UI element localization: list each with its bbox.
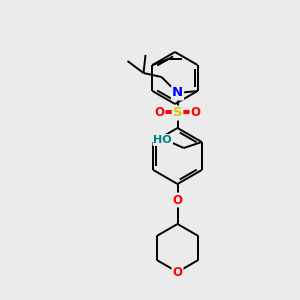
Text: N: N <box>172 86 183 100</box>
Text: S: S <box>173 106 182 119</box>
Text: O: O <box>154 106 164 119</box>
Text: HO: HO <box>154 135 172 145</box>
Text: O: O <box>190 106 200 119</box>
Text: O: O <box>172 194 182 206</box>
Text: O: O <box>172 266 182 278</box>
